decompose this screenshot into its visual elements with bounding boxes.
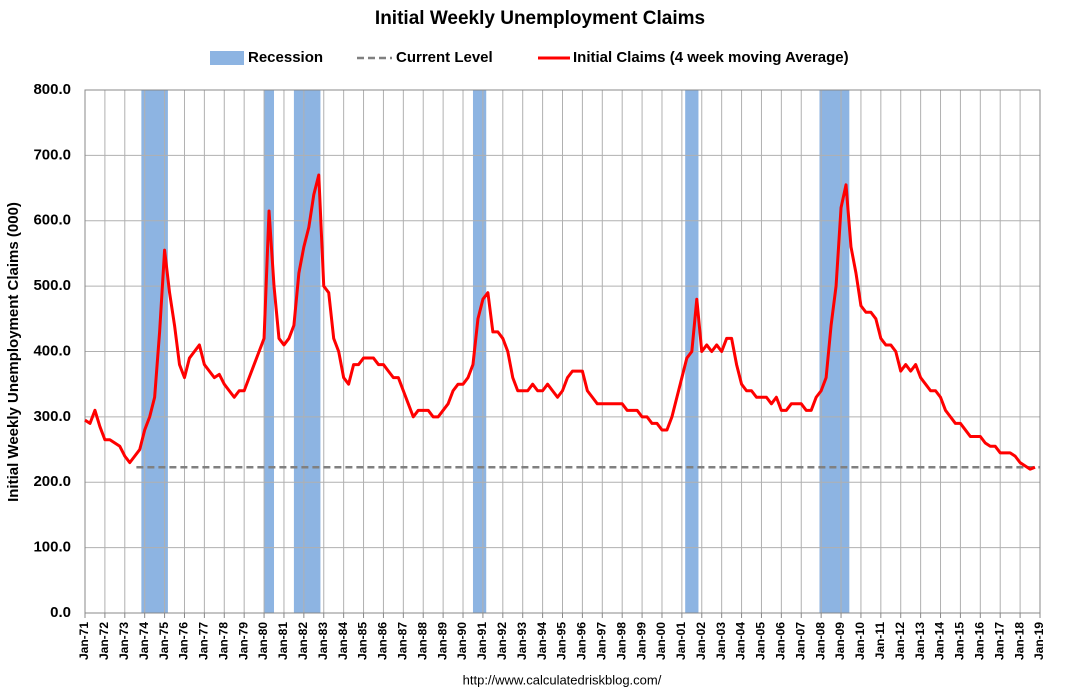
x-tick-label: Jan-16	[972, 622, 986, 660]
x-tick-label: Jan-78	[216, 622, 230, 660]
x-tick-label: Jan-14	[933, 622, 947, 660]
x-tick-label: Jan-06	[774, 622, 788, 660]
plot-frame	[84, 89, 1041, 614]
y-tick-label: 300.0	[33, 408, 71, 425]
x-tick-label: Jan-94	[535, 622, 549, 660]
x-tick-label: Jan-92	[495, 622, 509, 660]
x-tick-label: Jan-01	[674, 622, 688, 660]
x-tick-label: Jan-97	[594, 622, 608, 660]
y-tick-label: 700.0	[33, 146, 71, 163]
legend-label: Recession	[248, 49, 323, 66]
claims-line	[84, 173, 1036, 471]
y-tick-label: 400.0	[33, 342, 71, 359]
y-tick-label: 800.0	[33, 81, 71, 98]
x-tick-label: Jan-95	[555, 622, 569, 660]
x-tick-label: Jan-02	[694, 622, 708, 660]
y-tick-label: 0.0	[50, 604, 71, 621]
x-tick-label: Jan-93	[515, 622, 529, 660]
x-tick-label: Jan-05	[754, 622, 768, 660]
x-tick-label: Jan-03	[714, 622, 728, 660]
legend-label: Initial Claims (4 week moving Average)	[573, 49, 849, 66]
x-tick-label: Jan-19	[1032, 622, 1046, 660]
x-tick-label: Jan-04	[734, 622, 748, 660]
x-tick-label: Jan-88	[415, 622, 429, 660]
x-tick-label: Jan-07	[793, 622, 807, 660]
x-tick-label: Jan-85	[356, 622, 370, 660]
x-tick-label: Jan-10	[853, 622, 867, 660]
x-tick-label: Jan-74	[137, 622, 151, 660]
x-tick-label: Jan-83	[316, 622, 330, 660]
legend-label: Current Level	[396, 49, 493, 66]
x-tick-label: Jan-99	[634, 622, 648, 660]
x-tick-label: Jan-17	[992, 622, 1006, 660]
x-tick-label: Jan-72	[97, 622, 111, 660]
x-tick-label: Jan-00	[654, 622, 668, 660]
x-tick-label: Jan-81	[276, 622, 290, 660]
legend-swatch	[210, 51, 244, 65]
y-tick-label: 500.0	[33, 277, 71, 294]
x-tick-label: Jan-96	[575, 622, 589, 660]
x-tick-label: Jan-87	[396, 622, 410, 660]
x-tick-label: Jan-90	[455, 622, 469, 660]
y-tick-label: 200.0	[33, 473, 71, 490]
x-tick-label: Jan-89	[435, 622, 449, 660]
x-tick-label: Jan-98	[614, 622, 628, 660]
x-tick-label: Jan-75	[157, 622, 171, 660]
y-tick-label: 100.0	[33, 539, 71, 556]
x-tick-label: Jan-80	[256, 622, 270, 660]
x-tick-label: Jan-09	[833, 622, 847, 660]
x-tick-label: Jan-11	[873, 622, 887, 660]
chart-title: Initial Weekly Unemployment Claims	[375, 8, 705, 29]
x-tick-label: Jan-18	[1012, 622, 1026, 660]
x-tick-label: Jan-12	[893, 622, 907, 660]
y-axis-label: Initial Weekly Unemployment Claims (000)	[5, 202, 22, 502]
x-tick-label: Jan-84	[336, 622, 350, 660]
y-tick-label: 600.0	[33, 212, 71, 229]
x-tick-label: Jan-79	[236, 622, 250, 660]
x-tick-label: Jan-71	[77, 622, 91, 660]
x-tick-label: Jan-15	[953, 622, 967, 660]
x-tick-label: Jan-08	[813, 622, 827, 660]
x-tick-label: Jan-82	[296, 622, 310, 660]
x-tick-label: Jan-77	[197, 622, 211, 660]
source: http://www.calculatedriskblog.com/	[463, 672, 662, 687]
x-tick-label: Jan-13	[913, 622, 927, 660]
x-tick-label: Jan-86	[376, 622, 390, 660]
x-tick-label: Jan-76	[177, 622, 191, 660]
x-tick-label: Jan-73	[117, 622, 131, 660]
x-tick-label: Jan-91	[475, 622, 489, 660]
